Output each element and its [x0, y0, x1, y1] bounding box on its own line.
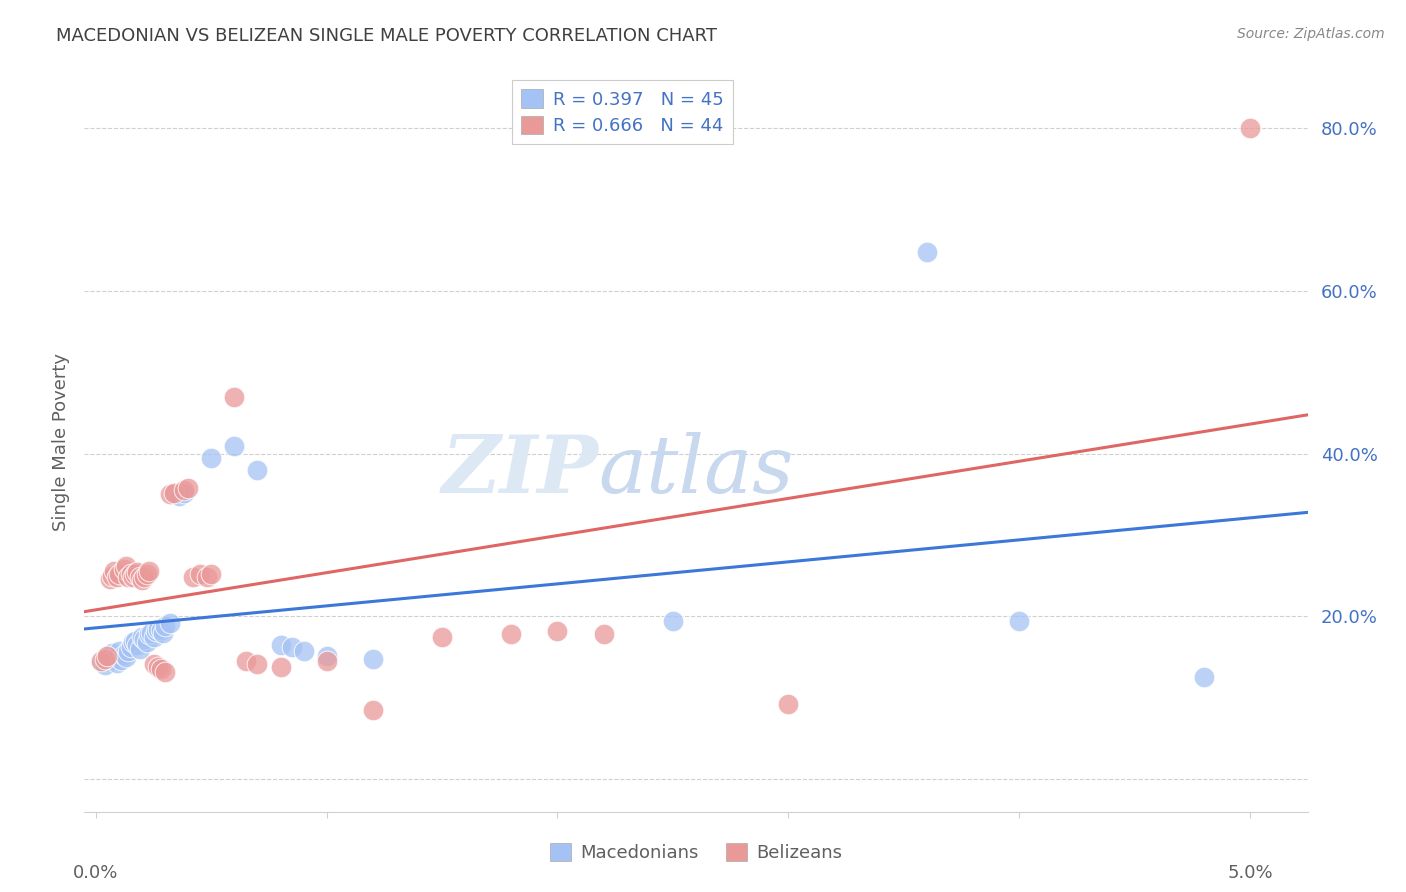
Point: [148, 660, 170, 674]
Point: [117, 570, 139, 584]
Point: [173, 483, 195, 498]
Point: [167, 489, 190, 503]
Point: [128, 570, 150, 584]
Point: [149, 624, 172, 638]
Point: [430, 630, 453, 644]
Point: [501, 627, 523, 641]
Point: [547, 624, 569, 639]
Point: [124, 633, 146, 648]
Point: [138, 564, 160, 578]
Point: [1008, 614, 1031, 628]
Point: [592, 627, 614, 641]
Text: atlas: atlas: [598, 433, 793, 510]
Point: [110, 653, 132, 667]
Point: [124, 567, 146, 582]
Point: [778, 698, 800, 712]
Point: [128, 642, 150, 657]
Point: [127, 565, 149, 579]
Point: [281, 640, 304, 655]
Point: [152, 625, 174, 640]
Point: [246, 463, 269, 477]
Point: [105, 570, 128, 584]
Point: [224, 439, 246, 453]
Point: [120, 640, 142, 654]
Point: [141, 625, 163, 640]
Text: ZIP: ZIP: [441, 433, 598, 510]
Point: [148, 622, 170, 636]
Point: [96, 648, 118, 663]
Point: [91, 652, 114, 666]
Point: [173, 485, 195, 500]
Y-axis label: Single Male Poverty: Single Male Poverty: [52, 352, 70, 531]
Point: [131, 630, 153, 644]
Text: 0.0%: 0.0%: [73, 863, 118, 881]
Point: [108, 567, 131, 582]
Point: [177, 481, 200, 495]
Point: [153, 665, 176, 679]
Point: [134, 632, 156, 647]
Point: [195, 570, 218, 584]
Point: [121, 570, 143, 584]
Point: [120, 567, 142, 582]
Point: [103, 564, 125, 578]
Point: [200, 450, 222, 465]
Point: [361, 703, 384, 717]
Point: [105, 656, 128, 670]
Point: [96, 648, 118, 663]
Text: Source: ZipAtlas.com: Source: ZipAtlas.com: [1237, 27, 1385, 41]
Point: [117, 643, 139, 657]
Point: [138, 627, 160, 641]
Point: [163, 487, 186, 501]
Legend: Macedonians, Belizeans: Macedonians, Belizeans: [543, 836, 849, 870]
Point: [142, 630, 165, 644]
Point: [188, 567, 211, 582]
Point: [89, 654, 111, 668]
Point: [115, 650, 138, 665]
Point: [108, 643, 131, 657]
Point: [103, 652, 125, 666]
Point: [1192, 671, 1215, 685]
Point: [153, 619, 176, 633]
Point: [127, 638, 149, 652]
Point: [200, 567, 222, 582]
Point: [145, 624, 167, 639]
Point: [101, 568, 124, 582]
Point: [142, 657, 165, 671]
Point: [112, 562, 135, 576]
Point: [159, 487, 181, 501]
Point: [131, 573, 153, 587]
Point: [662, 614, 685, 628]
Point: [292, 643, 315, 657]
Point: [915, 244, 938, 259]
Point: [246, 657, 269, 671]
Point: [315, 648, 337, 663]
Text: 5.0%: 5.0%: [1227, 863, 1272, 881]
Text: MACEDONIAN VS BELIZEAN SINGLE MALE POVERTY CORRELATION CHART: MACEDONIAN VS BELIZEAN SINGLE MALE POVER…: [56, 27, 717, 45]
Point: [1239, 121, 1261, 136]
Point: [149, 662, 172, 676]
Point: [98, 572, 121, 586]
Point: [94, 652, 117, 666]
Point: [134, 570, 156, 584]
Point: [135, 635, 157, 649]
Point: [112, 648, 135, 662]
Point: [94, 658, 117, 673]
Point: [115, 559, 138, 574]
Point: [135, 567, 157, 582]
Point: [98, 650, 121, 665]
Point: [163, 485, 186, 500]
Point: [315, 654, 337, 668]
Point: [270, 638, 292, 652]
Point: [181, 570, 204, 584]
Point: [121, 635, 143, 649]
Point: [101, 646, 124, 660]
Point: [235, 654, 257, 668]
Point: [159, 615, 181, 630]
Point: [361, 652, 384, 666]
Point: [270, 660, 292, 674]
Point: [89, 654, 111, 668]
Point: [224, 390, 246, 404]
